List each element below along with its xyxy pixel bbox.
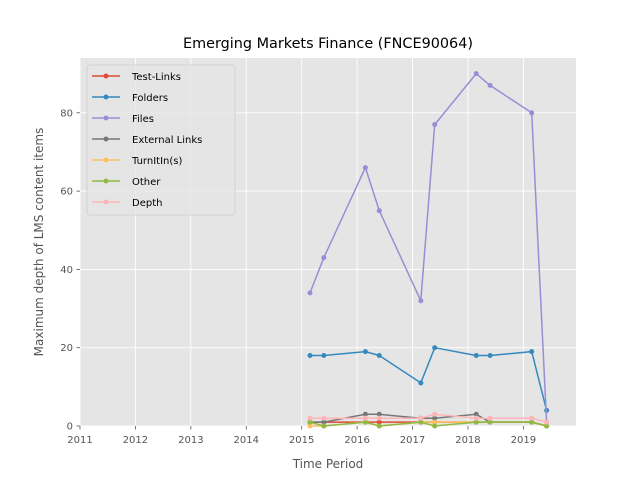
data-point <box>362 415 368 421</box>
data-point <box>529 415 535 421</box>
data-point <box>376 208 382 214</box>
data-point <box>487 353 493 359</box>
x-tick-label: 2018 <box>455 435 480 446</box>
x-axis: 2011 2012 2013 2014 2015 2016 2017 2018 2019 <box>67 426 536 446</box>
x-tick-label: 2013 <box>178 435 203 446</box>
x-tick-label: 2016 <box>344 435 369 446</box>
data-point <box>418 298 424 304</box>
y-axis: 0 20 40 60 80 <box>60 108 80 433</box>
series-line <box>309 72 548 423</box>
data-point <box>432 419 438 425</box>
data-point <box>432 415 438 421</box>
x-tick-label: 2011 <box>67 435 92 446</box>
legend-label: External Links <box>132 135 202 146</box>
legend-frame <box>86 64 236 216</box>
data-point <box>529 110 535 116</box>
x-axis-label: Time Period <box>292 457 364 471</box>
data-point <box>307 290 313 296</box>
data-point <box>544 423 550 429</box>
data-point <box>418 415 424 421</box>
data-point <box>529 419 535 425</box>
x-tick-label: 2017 <box>400 435 425 446</box>
data-point <box>418 380 424 386</box>
data-point <box>432 345 438 351</box>
legend-swatch-marker <box>103 94 109 100</box>
y-axis-label: Maximum depth of LMS content items <box>32 128 46 357</box>
data-point <box>473 411 479 417</box>
data-point <box>473 71 479 77</box>
data-point <box>487 82 493 88</box>
data-point <box>362 349 368 355</box>
chart-title: Emerging Markets Finance (FNCE90064) <box>183 36 473 52</box>
data-point <box>321 419 327 425</box>
legend-item-test-links: Test-Links <box>92 72 181 83</box>
data-point <box>321 423 327 429</box>
legend: Test-Links Folders Files External Links Turn… <box>86 64 236 216</box>
data-point <box>544 419 550 425</box>
data-point <box>418 419 424 425</box>
data-point <box>376 353 382 359</box>
data-point <box>473 415 479 421</box>
data-point <box>432 423 438 429</box>
series-depth <box>307 411 550 425</box>
legend-label: TurnItIn(s) <box>131 156 182 167</box>
data-point <box>376 411 382 417</box>
legend-item-folders: Folders <box>92 93 168 104</box>
legend-swatch-marker <box>103 199 109 205</box>
legend-item-turnitin-s: TurnItIn(s) <box>92 156 182 167</box>
data-point <box>307 423 313 429</box>
series-line <box>310 413 547 423</box>
y-tick-label: 80 <box>60 108 73 119</box>
x-tick-label: 2012 <box>123 435 148 446</box>
data-point <box>362 411 368 417</box>
x-tick-label: 2015 <box>289 435 314 446</box>
legend-swatch-marker <box>103 157 109 163</box>
series-files <box>307 71 550 425</box>
data-point <box>432 411 438 417</box>
y-tick-label: 60 <box>60 187 73 198</box>
series-line <box>310 346 548 411</box>
data-point <box>473 353 479 359</box>
data-point <box>376 423 382 429</box>
legend-label: Other <box>132 177 161 188</box>
series-line <box>309 421 547 427</box>
x-tick-label: 2019 <box>511 435 536 446</box>
y-tick-label: 0 <box>67 422 73 433</box>
data-point <box>321 255 327 261</box>
y-tick-label: 20 <box>60 343 73 354</box>
data-point <box>307 419 313 425</box>
data-point <box>473 419 479 425</box>
legend-label: Files <box>132 114 154 125</box>
legend-item-other: Other <box>92 177 161 188</box>
data-point <box>321 415 327 421</box>
legend-swatch-marker <box>103 115 109 121</box>
data-point <box>376 419 382 425</box>
legend-swatch-marker <box>103 178 109 184</box>
legend-label: Folders <box>132 93 168 104</box>
legend-label: Test-Links <box>131 72 181 83</box>
data-point <box>362 165 368 171</box>
x-tick-label: 2014 <box>234 435 259 446</box>
legend-item-external-links: External Links <box>92 135 202 146</box>
legend-label: Depth <box>132 198 162 209</box>
data-point <box>362 419 368 425</box>
legend-swatch-marker <box>103 73 109 79</box>
data-point <box>487 415 493 421</box>
y-tick-label: 40 <box>60 265 73 276</box>
series-folders <box>307 345 550 413</box>
data-point <box>432 122 438 128</box>
data-point <box>321 353 327 359</box>
series-group <box>307 71 550 429</box>
data-point <box>307 353 313 359</box>
series-other <box>307 419 550 429</box>
legend-item-files: Files <box>92 114 154 125</box>
legend-swatch-marker <box>103 136 109 142</box>
data-point <box>376 415 382 421</box>
legend-item-depth: Depth <box>92 198 162 209</box>
data-point <box>487 419 493 425</box>
data-point <box>529 349 535 355</box>
data-point <box>307 415 313 421</box>
